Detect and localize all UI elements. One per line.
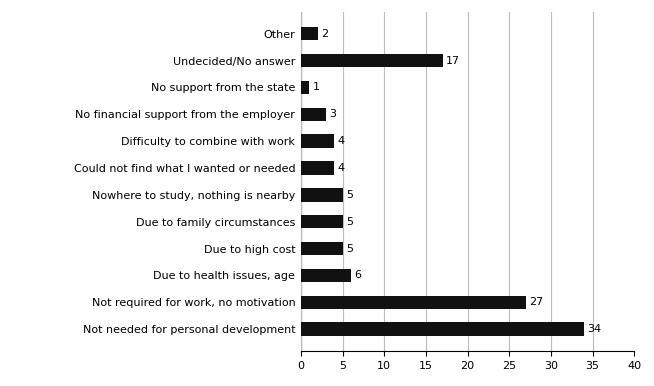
Text: 6: 6 — [354, 271, 361, 280]
Text: 5: 5 — [346, 244, 353, 254]
Bar — [301, 269, 351, 282]
Bar — [301, 296, 526, 309]
Bar — [301, 161, 334, 175]
Bar — [301, 54, 443, 67]
Text: 2: 2 — [321, 29, 328, 39]
Bar — [301, 108, 326, 121]
Text: 17: 17 — [446, 56, 460, 66]
Bar — [301, 242, 343, 255]
Text: 5: 5 — [346, 217, 353, 227]
Text: 1: 1 — [313, 83, 320, 92]
Text: 3: 3 — [329, 109, 336, 119]
Bar — [301, 134, 334, 148]
Text: 5: 5 — [346, 190, 353, 200]
Text: 4: 4 — [337, 136, 345, 146]
Bar — [301, 27, 318, 41]
Bar — [301, 188, 343, 201]
Bar — [301, 215, 343, 229]
Bar — [301, 81, 309, 94]
Text: 4: 4 — [337, 163, 345, 173]
Text: 34: 34 — [588, 324, 602, 334]
Text: 27: 27 — [529, 297, 543, 307]
Bar — [301, 322, 585, 336]
